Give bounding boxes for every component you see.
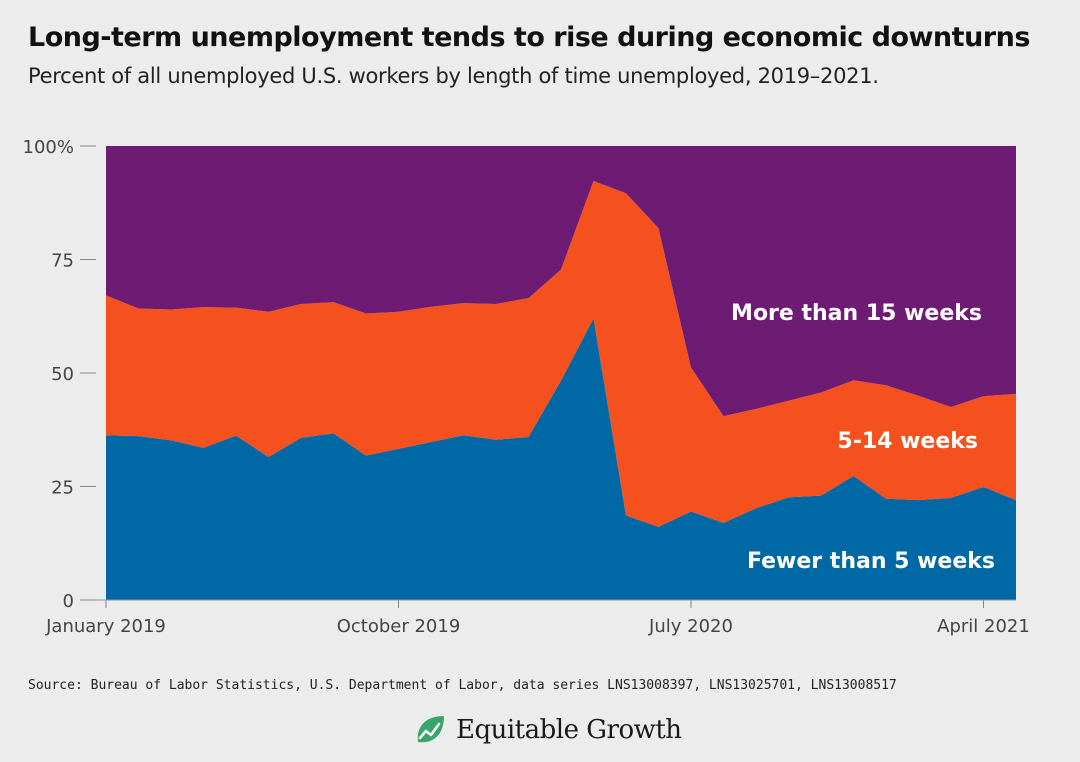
series-label-more-than-15-weeks: More than 15 weeks (731, 301, 982, 326)
y-tick-label: 50 (51, 364, 74, 385)
brand-logo: Equitable Growth (412, 712, 682, 748)
stacked-area-chart: 0 25 50 75 100% January 2019 October 2019 July … (23, 137, 1030, 637)
y-tick-label: 0 (63, 591, 74, 612)
series-label-fewer-than-5-weeks: Fewer than 5 weeks (747, 549, 995, 574)
brand-name: Equitable Growth (456, 715, 682, 745)
area-more-than-15-weeks (106, 146, 1016, 417)
series-labels: Fewer than 5 weeks 5-14 weeks More than 15… (731, 301, 995, 574)
brand-leaf-icon (417, 716, 444, 743)
chart-title: Long-term unemployment tends to rise dur… (28, 22, 1030, 53)
chart-subtitle: Percent of all unemployed U.S. workers b… (28, 64, 879, 88)
series-label-5-14-weeks: 5-14 weeks (837, 429, 978, 454)
source-note: Source: Bureau of Labor Statistics, U.S.… (28, 678, 897, 693)
area-5-14-weeks (106, 180, 1016, 527)
x-tick-label: July 2020 (648, 616, 733, 637)
y-tick-label: 100% (23, 137, 74, 158)
y-tick-label: 25 (51, 478, 74, 499)
x-tick-label: October 2019 (337, 616, 461, 637)
x-tick-label: April 2021 (937, 616, 1030, 637)
area-fewer-than-5-weeks (106, 318, 1016, 600)
x-tick-label: January 2019 (45, 616, 166, 637)
y-tick-label: 75 (51, 251, 74, 272)
axes: 0 25 50 75 100% January 2019 October 2019 July … (23, 137, 1030, 637)
area-layers (106, 146, 1016, 600)
